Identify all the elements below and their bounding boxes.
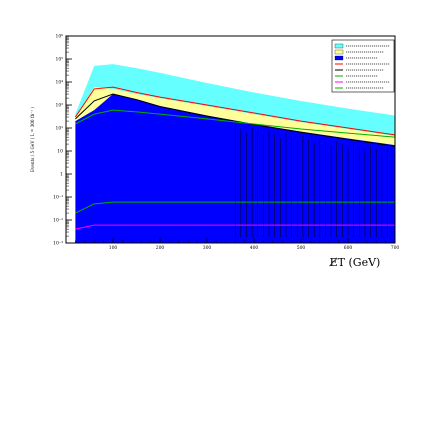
y-tick-label: 10⁻³ bbox=[53, 241, 63, 247]
legend-swatch bbox=[334, 49, 344, 55]
x-tick-label: 300 bbox=[203, 245, 212, 251]
legend-swatch bbox=[334, 43, 344, 49]
line-series-green-6 bbox=[75, 201, 395, 214]
y-tick-label: 1 bbox=[60, 172, 63, 178]
line-series-green-5 bbox=[75, 109, 395, 138]
x-tick-label: 400 bbox=[250, 245, 259, 251]
plot-frame bbox=[65, 35, 396, 244]
legend bbox=[331, 39, 395, 93]
y-tick-label: 10⁵ bbox=[55, 57, 63, 63]
chart-lines bbox=[74, 86, 395, 230]
y-tick-label: 10³ bbox=[55, 103, 63, 109]
x-tick-label: 500 bbox=[297, 245, 306, 251]
y-tick-label: 10⁻² bbox=[53, 218, 63, 224]
line-series-red-3 bbox=[74, 86, 395, 136]
line-series-black-4 bbox=[75, 93, 395, 147]
y-tick-label: 10 bbox=[57, 149, 63, 155]
x-axis-label: E̸T (GeV) bbox=[329, 256, 381, 269]
y-tick-label: 10² bbox=[55, 126, 63, 132]
line-series-magenta-7 bbox=[75, 224, 395, 230]
x-tick-label: 600 bbox=[344, 245, 353, 251]
y-tick-label: 10⁻¹ bbox=[53, 195, 63, 201]
x-tick-label: 200 bbox=[156, 245, 165, 251]
y-ticks: 10⁻³ 10⁻² 10⁻¹ 1 10 10² 10³ 10⁴ 10⁵ 10⁶ bbox=[53, 34, 72, 247]
legend-box bbox=[331, 39, 395, 93]
y-tick-label: 10⁴ bbox=[55, 80, 63, 86]
x-tick-label: 100 bbox=[109, 245, 118, 251]
y-axis-label: Events / 5 GeV ( L = 300 fb⁻¹ ) bbox=[30, 107, 35, 172]
x-tick-label: 700 bbox=[391, 245, 400, 251]
y-tick-label: 10⁶ bbox=[55, 34, 63, 40]
x-ticks: 100 200 300 400 500 600 700 bbox=[75, 238, 399, 251]
legend-swatch bbox=[334, 55, 344, 61]
